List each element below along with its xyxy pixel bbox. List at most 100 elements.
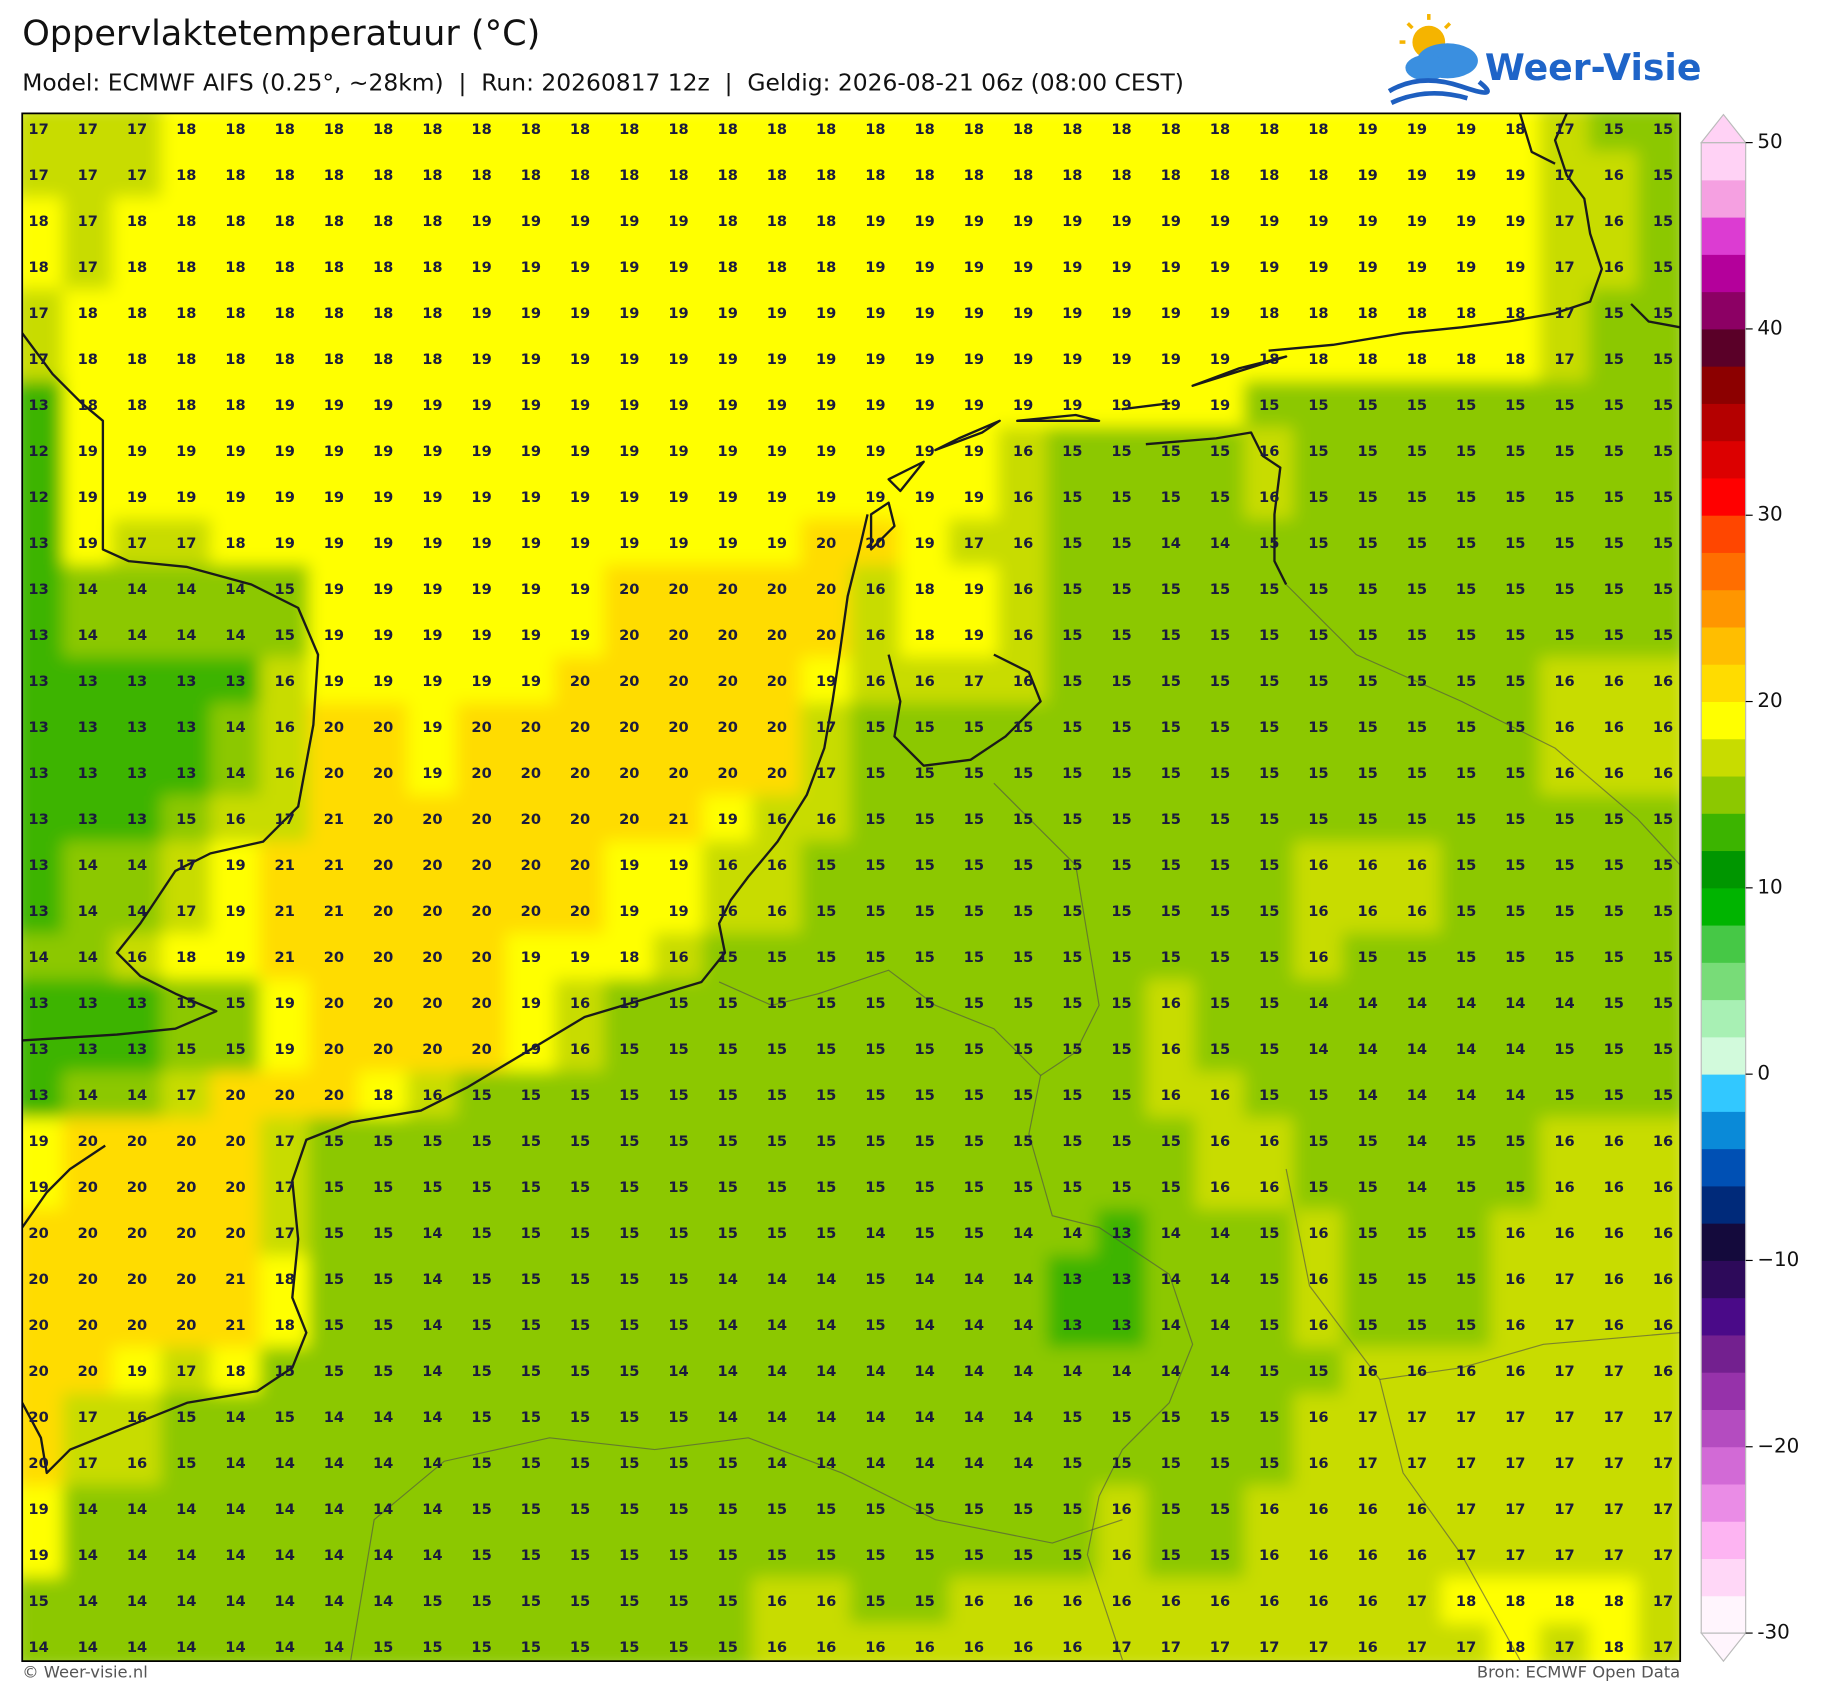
cell-value: 15 (471, 1271, 491, 1288)
cell-value: 13 (28, 535, 48, 552)
cell (1194, 1255, 1246, 1303)
cell-value: 16 (1161, 1041, 1181, 1058)
cell (1293, 1255, 1344, 1303)
cell (161, 1071, 212, 1119)
cell (62, 1393, 114, 1441)
cell-value: 15 (964, 1501, 984, 1518)
cell-value: 21 (275, 857, 295, 874)
cell-value: 19 (521, 995, 541, 1012)
colorbar-band (1701, 440, 1746, 479)
cell (1440, 1117, 1492, 1165)
cell (1096, 289, 1147, 337)
cell-value: 19 (914, 259, 934, 276)
cell-value: 19 (865, 213, 885, 230)
cell-value: 15 (1062, 1455, 1082, 1472)
cell (604, 1301, 655, 1349)
cell-value: 15 (1604, 995, 1624, 1012)
cell (1539, 795, 1590, 843)
cell-value: 14 (225, 1455, 245, 1472)
cell-value: 17 (275, 1225, 295, 1242)
cell (1391, 1393, 1443, 1441)
cell (161, 1347, 212, 1395)
cell-value: 14 (865, 1409, 885, 1426)
cell-value: 15 (1308, 397, 1328, 414)
cell-value: 15 (1013, 811, 1033, 828)
cell-value: 18 (718, 121, 738, 138)
cell (800, 795, 852, 843)
cell-value: 19 (718, 351, 738, 368)
cell (800, 1393, 852, 1441)
cell-value: 17 (1604, 1409, 1624, 1426)
cell (505, 1301, 557, 1349)
cell (1293, 151, 1344, 199)
cell-value: 15 (1013, 903, 1033, 920)
cell-value: 15 (1505, 489, 1525, 506)
cell (702, 473, 753, 521)
cell-value: 19 (275, 1041, 295, 1058)
cell (357, 1347, 409, 1395)
cell-value: 15 (865, 995, 885, 1012)
cell-value: 15 (767, 1501, 787, 1518)
cell-value: 19 (816, 489, 836, 506)
cell-value: 19 (275, 443, 295, 460)
cell-value: 14 (28, 949, 48, 966)
cell (1194, 1163, 1246, 1211)
cell (899, 1439, 950, 1487)
cell (259, 933, 310, 981)
cell (702, 749, 753, 797)
cell-value: 15 (521, 1225, 541, 1242)
cell-value: 15 (865, 811, 885, 828)
cell-value: 14 (373, 1501, 393, 1518)
cell-value: 14 (324, 1409, 344, 1426)
title: Oppervlaktetemperatuur (°C) (22, 13, 540, 54)
cell-value: 15 (176, 1409, 196, 1426)
cell-value: 16 (1259, 1593, 1279, 1610)
cell-value: 15 (373, 1225, 393, 1242)
cell-value: 12 (28, 443, 48, 460)
cell-value: 14 (1210, 535, 1230, 552)
cell (161, 565, 212, 613)
cell (702, 151, 753, 199)
cell-value: 15 (1161, 857, 1181, 874)
cell (1440, 243, 1492, 291)
cell (456, 197, 507, 245)
cell-value: 18 (275, 121, 295, 138)
cell-value: 15 (1210, 1041, 1230, 1058)
cell-value: 15 (865, 765, 885, 782)
cell-value: 15 (373, 1639, 393, 1656)
cell (1539, 197, 1590, 245)
cell (1145, 427, 1196, 475)
cell (997, 151, 1049, 199)
cell-value: 15 (1062, 535, 1082, 552)
cell (1145, 519, 1196, 567)
cell (1588, 381, 1639, 429)
cell (751, 289, 803, 337)
cell-value: 16 (1407, 1547, 1427, 1564)
cell-value: 15 (1308, 765, 1328, 782)
cell-value: 15 (1505, 627, 1525, 644)
cell (1440, 151, 1492, 199)
cell-value: 15 (1604, 1087, 1624, 1104)
cell-value: 15 (1653, 811, 1673, 828)
cell (1342, 749, 1393, 797)
cell (259, 1025, 310, 1073)
cell-value: 16 (865, 1639, 885, 1656)
cell-value: 16 (1604, 765, 1624, 782)
cell (308, 795, 360, 843)
cell-value: 15 (1653, 903, 1673, 920)
cell-value: 19 (1357, 167, 1377, 184)
cell (210, 151, 261, 199)
cell (554, 1117, 606, 1165)
cell (604, 151, 655, 199)
cell (899, 519, 950, 567)
cell-value: 15 (1653, 305, 1673, 322)
cell-value: 17 (1653, 1409, 1673, 1426)
cell (899, 289, 950, 337)
cell-value: 14 (1062, 1225, 1082, 1242)
cell-value: 15 (816, 1041, 836, 1058)
cell-value: 15 (1111, 1133, 1131, 1150)
cell (702, 427, 753, 475)
cell (653, 1025, 704, 1073)
cell (22, 473, 64, 521)
cell-value: 15 (816, 1087, 836, 1104)
